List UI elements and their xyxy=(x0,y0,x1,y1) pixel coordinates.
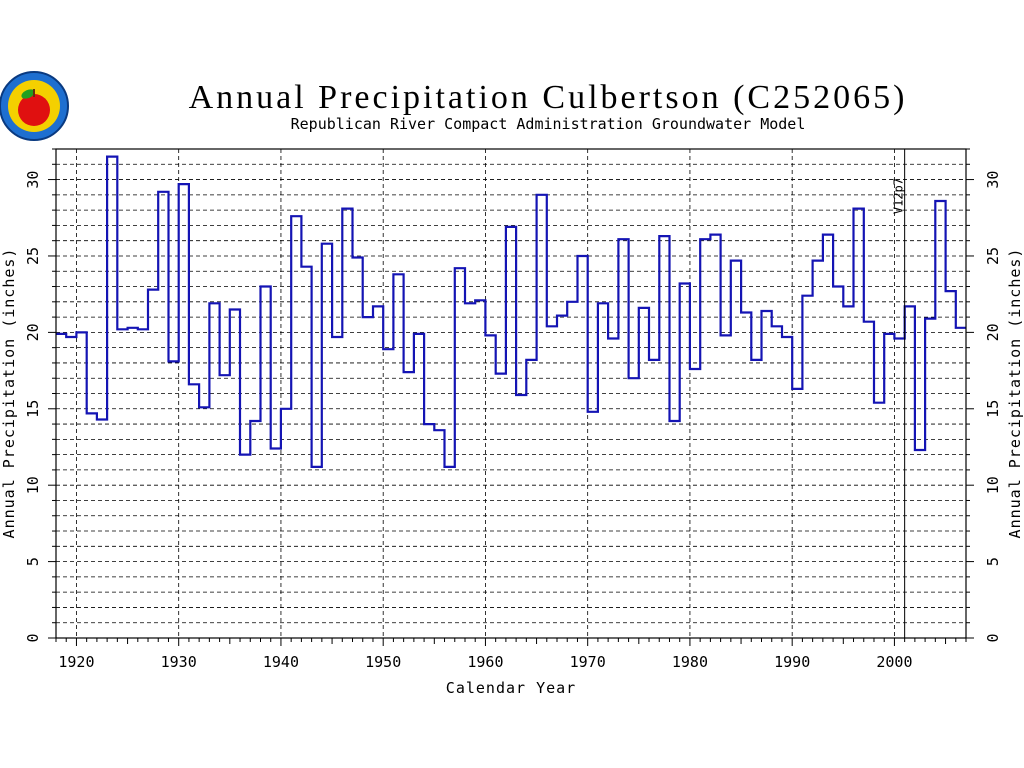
y-tick-label-right: 5 xyxy=(984,557,1002,566)
version-marker: V12p7 xyxy=(892,149,906,638)
y-tick-label-right: 30 xyxy=(984,171,1002,189)
series-precipitation xyxy=(56,155,966,468)
y-tick-label-left: 15 xyxy=(24,400,42,418)
y-tick-label-left: 10 xyxy=(24,476,42,494)
grid-lines xyxy=(56,149,966,638)
marker-label: V12p7 xyxy=(892,178,906,214)
x-tick-label: 2000 xyxy=(876,653,912,671)
x-tick-label: 1920 xyxy=(58,653,94,671)
y-tick-label-right: 0 xyxy=(984,633,1002,642)
y-axis-ticks-right: 0 5 10 15 20 25 30 xyxy=(966,148,1002,643)
x-tick-label: 1980 xyxy=(672,653,708,671)
y-axis-label-left: Annual Precipitation (inches) xyxy=(0,248,18,539)
chart-title: Annual Precipitation Culbertson (C252065… xyxy=(189,79,908,116)
series-line xyxy=(56,155,966,468)
x-tick-label: 1930 xyxy=(161,653,197,671)
y-tick-label-left: 20 xyxy=(24,323,42,341)
x-tick-label: 1990 xyxy=(774,653,810,671)
y-axis-label-right: Annual Precipitation (inches) xyxy=(1006,248,1024,539)
y-tick-label-left: 0 xyxy=(24,633,42,642)
x-tick-label: 1970 xyxy=(570,653,606,671)
x-tick-label: 1950 xyxy=(365,653,401,671)
chart-subtitle: Republican River Compact Administration … xyxy=(291,115,806,133)
y-tick-label-right: 10 xyxy=(984,476,1002,494)
x-tick-label: 1960 xyxy=(467,653,503,671)
y-tick-label-left: 25 xyxy=(24,247,42,265)
y-tick-label-left: 5 xyxy=(24,557,42,566)
y-axis-ticks-left: 0 5 10 15 20 25 30 xyxy=(24,148,56,643)
y-tick-label-right: 25 xyxy=(984,247,1002,265)
y-tick-label-right: 20 xyxy=(984,323,1002,341)
y-tick-label-left: 30 xyxy=(24,171,42,189)
rrca-logo xyxy=(0,71,69,141)
x-tick-label: 1940 xyxy=(263,653,299,671)
x-axis-ticks: 1920 1930 1940 1950 1960 1970 1980 1990 2000 xyxy=(55,638,967,671)
x-axis-label: Calendar Year xyxy=(446,679,576,697)
y-tick-label-right: 15 xyxy=(984,400,1002,418)
